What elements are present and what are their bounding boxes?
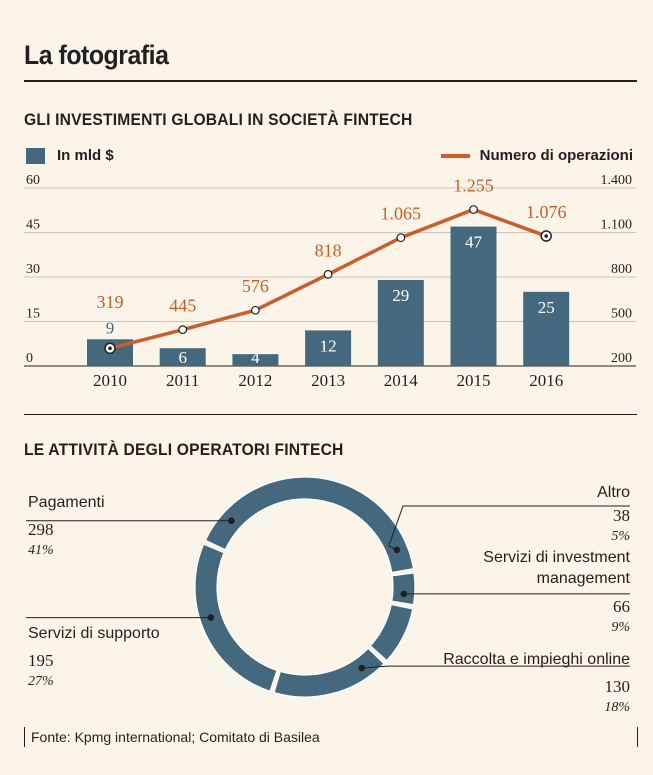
leader-dot — [228, 517, 235, 525]
legend-bar-swatch — [26, 147, 45, 164]
bar-value-label: 9 — [106, 318, 115, 337]
category-label: management — [537, 570, 631, 587]
line-marker — [250, 305, 260, 315]
legend-line-label: Numero di operazioni — [479, 147, 633, 164]
y-tick-left-label: 30 — [26, 262, 40, 277]
legend-bars-label: In mld $ — [57, 147, 114, 164]
bar-value-label: 47 — [465, 233, 483, 252]
y-tick-left-label: 60 — [26, 173, 40, 188]
category-percent: 9% — [611, 620, 630, 635]
y-tick-left-label: 0 — [26, 351, 33, 366]
category-label: Pagamenti — [28, 494, 105, 511]
bar — [305, 330, 352, 366]
donut-segment — [391, 572, 416, 606]
category-label: Altro — [597, 484, 630, 501]
category-count: 298 — [28, 520, 54, 539]
category-label: Raccolta e impieghi online — [443, 651, 630, 668]
operations-value-label: 445 — [169, 296, 196, 316]
x-tick-label: 2014 — [384, 371, 419, 390]
category-label: Servizi di investment — [483, 549, 630, 566]
source-text: Fonte: Kpmg international; Comitato di B… — [31, 729, 320, 745]
operations-value-label: 818 — [315, 240, 342, 260]
bar-value-label: 6 — [178, 348, 187, 367]
line-marker — [396, 233, 406, 243]
y-tick-right-label: 1.100 — [601, 218, 633, 233]
y-tick-right-label: 500 — [611, 307, 632, 322]
source-box: Fonte: Kpmg international; Comitato di B… — [24, 727, 638, 747]
leader-dot — [358, 664, 366, 672]
category-count: 38 — [613, 506, 630, 525]
legend-line: Numero di operazioni — [440, 147, 633, 164]
operations-value-label: 1.255 — [453, 176, 494, 196]
category-percent: 18% — [604, 700, 630, 715]
legend-bars: In mld $ — [26, 147, 114, 164]
x-tick-label: 2012 — [238, 371, 272, 390]
leader-dot — [400, 590, 408, 598]
investments-title: GLI INVESTIMENTI GLOBALI IN SOCIETÀ FINT… — [24, 110, 413, 129]
donut-segment — [369, 603, 414, 662]
donut-segment — [194, 543, 278, 693]
y-tick-right-label: 800 — [611, 262, 632, 277]
line-marker — [469, 205, 478, 214]
investments-chart: 0 15 30 45 60 200 500 800 1.100 1.400 2010 2011 2012… — [24, 173, 636, 390]
bar — [232, 354, 279, 366]
category-count: 66 — [613, 597, 630, 616]
leader-line — [388, 505, 630, 551]
operations-value-label: 1.076 — [526, 202, 567, 222]
line-marker — [323, 269, 333, 279]
operations-value-label: 319 — [97, 292, 124, 312]
bar-value-label: 25 — [538, 298, 555, 317]
category-count: 130 — [605, 677, 631, 696]
category-count: 195 — [28, 651, 54, 670]
operations-value-label: 576 — [242, 276, 269, 296]
x-tick-label: 2016 — [529, 371, 563, 390]
donut-segment — [204, 476, 415, 574]
bar — [450, 226, 497, 366]
bar-value-label: 12 — [320, 336, 337, 355]
y-tick-right-label: 1.400 — [601, 173, 633, 188]
bar-value-label: 29 — [392, 286, 409, 305]
x-tick-label: 2011 — [166, 371, 199, 390]
category-label: Servizi di supporto — [28, 625, 160, 642]
x-tick-label: 2010 — [93, 371, 127, 390]
y-tick-left-label: 45 — [26, 218, 40, 233]
category-percent: 5% — [611, 529, 630, 544]
line-marker-dot — [544, 234, 548, 238]
leader-line — [361, 665, 630, 669]
leader-dot — [393, 546, 401, 554]
activities-title: LE ATTIVITÀ DEGLI OPERATORI FINTECH — [24, 440, 344, 459]
bar — [523, 291, 570, 366]
leader-dot — [207, 614, 215, 621]
title-rule — [24, 80, 637, 82]
x-tick-label: 2013 — [311, 371, 345, 390]
donut-segment — [273, 647, 385, 698]
line-marker — [178, 325, 188, 335]
y-tick-left-label: 15 — [26, 307, 40, 322]
category-percent: 41% — [28, 543, 54, 558]
page-title: La fotografia — [24, 40, 169, 70]
line-marker-dot — [108, 346, 112, 351]
activities-chart: Pagamenti 298 41% Altro 38 5% Servizi di inves… — [26, 476, 631, 715]
section-divider — [24, 414, 637, 415]
x-tick-label: 2015 — [457, 371, 491, 390]
bar — [159, 348, 206, 366]
bar — [377, 279, 424, 366]
legend-line-swatch — [440, 153, 470, 158]
operations-value-label: 1.065 — [381, 204, 422, 224]
category-percent: 27% — [28, 674, 54, 689]
bar-value-label: 4 — [251, 348, 260, 367]
y-tick-right-label: 200 — [611, 351, 632, 366]
